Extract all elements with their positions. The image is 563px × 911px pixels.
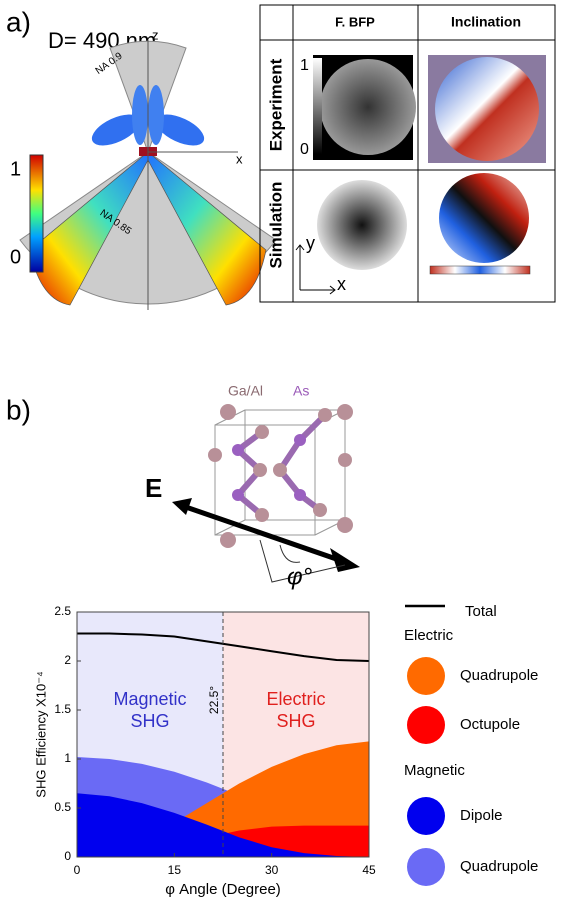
atom-label: As: [293, 383, 309, 399]
y-tick-label: 2.5: [54, 604, 71, 618]
field-label: E: [145, 473, 162, 503]
region-label: Magnetic: [113, 689, 186, 709]
bfp-experiment: [320, 59, 416, 155]
axis-label: x: [236, 151, 243, 166]
scale-label: 1: [300, 57, 309, 74]
inclination-scale: [430, 266, 530, 274]
legend-group: Electric: [404, 627, 454, 644]
legend-label: Octupole: [460, 716, 520, 733]
arrow-head: [172, 498, 192, 515]
table-header: Inclination: [451, 14, 521, 30]
y-tick-label: 0: [64, 849, 71, 863]
colorbar-label: 0: [10, 246, 21, 268]
legend-swatch: [407, 657, 445, 695]
panel-label: b): [6, 394, 31, 425]
scale-label: 0: [300, 141, 309, 158]
y-axis-label: SHG Efficiency X10⁻⁴: [33, 671, 48, 797]
divider-label: 22.5°: [207, 686, 221, 714]
panel-a: a) D= 490 nm z x NA 0.9 NA 0.85 1 0 F. B…: [6, 5, 555, 310]
colorbar-label: 1: [10, 158, 21, 180]
panel-label: a): [6, 6, 31, 37]
legend-label: Quadrupole: [460, 858, 538, 875]
row-label: Experiment: [266, 58, 285, 151]
chart: 22.5°MagneticSHGElectricSHG00.511.522.50…: [33, 603, 538, 898]
axis-label: z: [152, 27, 159, 42]
inclination-experiment: [435, 57, 539, 161]
x-tick-label: 0: [74, 863, 81, 877]
row-label: Simulation: [266, 182, 285, 269]
legend-swatch: [407, 848, 445, 886]
lobe-small: [132, 85, 148, 145]
legend-group: Magnetic: [404, 762, 465, 779]
axis-label: x: [337, 274, 346, 294]
region-label: SHG: [276, 711, 315, 731]
colorbar: [30, 155, 43, 272]
y-tick-label: 2: [64, 653, 71, 667]
legend-label: Quadrupole: [460, 667, 538, 684]
gray-scale: [313, 58, 322, 154]
figure: a) D= 490 nm z x NA 0.9 NA 0.85 1 0 F. B…: [0, 0, 563, 906]
lobe-small: [148, 85, 164, 145]
y-tick-label: 0.5: [54, 800, 71, 814]
arrow-head: [330, 548, 360, 572]
atom-label: Ga/Al: [228, 383, 263, 399]
table-header: F. BFP: [335, 14, 375, 29]
axis-label: y: [306, 233, 315, 253]
inclination-simulation: [439, 173, 529, 263]
region-label: SHG: [130, 711, 169, 731]
panel-b: b) Ga/Al As E φ°: [6, 383, 360, 591]
legend-swatch: [407, 797, 445, 835]
x-tick-label: 15: [168, 863, 182, 877]
region-label: Electric: [266, 689, 325, 709]
legend-label: Dipole: [460, 807, 503, 824]
angle-label: φ°: [287, 563, 313, 590]
legend-swatch: [407, 706, 445, 744]
legend-label: Total: [465, 603, 497, 620]
y-tick-label: 1: [64, 751, 71, 765]
bfp-simulation: [317, 180, 407, 270]
y-tick-label: 1.5: [54, 702, 71, 716]
x-tick-label: 45: [362, 863, 376, 877]
x-tick-label: 30: [265, 863, 279, 877]
x-axis-label: φ Angle (Degree): [165, 881, 281, 898]
